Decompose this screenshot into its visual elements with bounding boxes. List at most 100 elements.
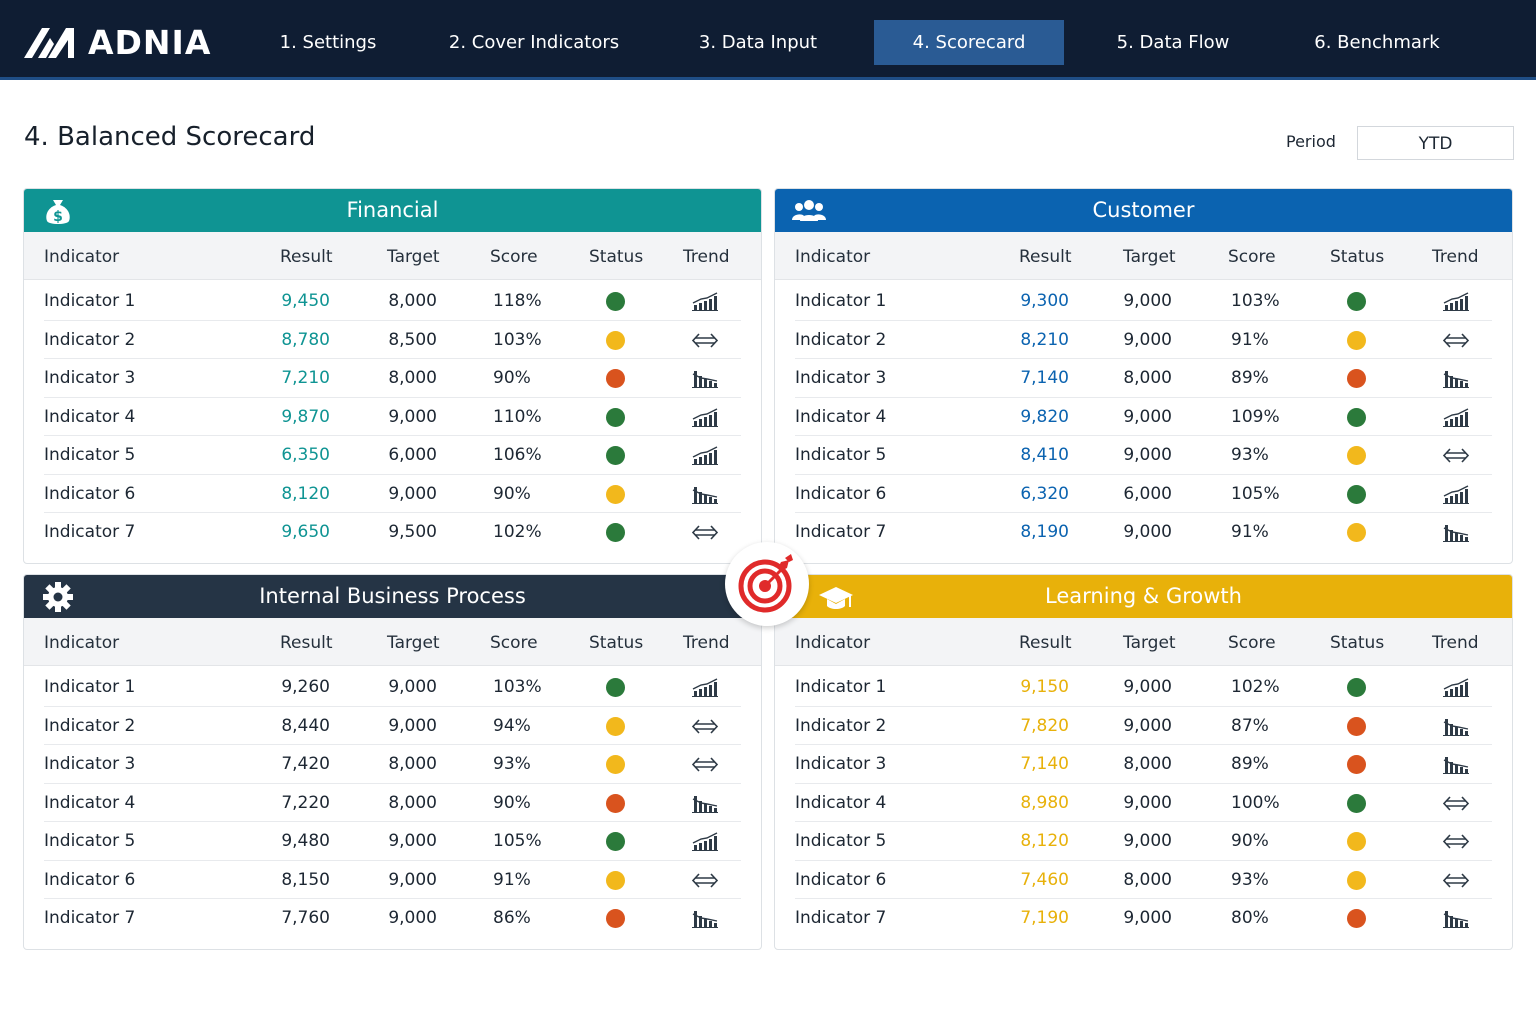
indicator-name: Indicator 1 bbox=[795, 677, 887, 697]
table-row[interactable]: Indicator 2 8,210 9,000 91% bbox=[775, 321, 1512, 359]
period-select[interactable]: YTD bbox=[1357, 126, 1514, 160]
row-divider bbox=[44, 358, 741, 359]
table-row[interactable]: Indicator 7 8,190 9,000 91% bbox=[775, 513, 1512, 552]
nav-tab-data-flow[interactable]: 5. Data Flow bbox=[1116, 32, 1230, 53]
nav-tab-scorecard[interactable]: 4. Scorecard bbox=[874, 20, 1064, 65]
column-header-trend[interactable]: Trend bbox=[683, 633, 730, 653]
table-row[interactable]: Indicator 3 7,210 8,000 90% bbox=[24, 359, 761, 398]
brand-logo[interactable]: ADNIA bbox=[24, 22, 211, 62]
indicator-name: Indicator 6 bbox=[44, 869, 136, 890]
table-row[interactable]: Indicator 3 7,420 8,000 93% bbox=[24, 745, 761, 784]
score-value: 80% bbox=[1231, 908, 1269, 928]
table-row[interactable]: Indicator 5 9,480 9,000 105% bbox=[24, 822, 761, 861]
table-row[interactable]: Indicator 1 9,300 9,000 103% bbox=[775, 282, 1512, 321]
trend-up-icon bbox=[691, 290, 719, 312]
column-header-result[interactable]: Result bbox=[280, 633, 333, 653]
score-value: 90% bbox=[493, 368, 531, 388]
result-value: 7,190 bbox=[1020, 908, 1069, 928]
result-value: 9,300 bbox=[1020, 291, 1069, 311]
trend-up-icon bbox=[1442, 676, 1470, 698]
table-row[interactable]: Indicator 1 9,260 9,000 103% bbox=[24, 668, 761, 707]
users-icon bbox=[792, 194, 826, 228]
column-header-target[interactable]: Target bbox=[387, 247, 440, 267]
table-row[interactable]: Indicator 3 7,140 8,000 89% bbox=[775, 745, 1512, 784]
table-row[interactable]: Indicator 2 8,440 9,000 94% bbox=[24, 707, 761, 745]
table-row[interactable]: Indicator 7 9,650 9,500 102% bbox=[24, 513, 761, 552]
indicator-name: Indicator 4 bbox=[44, 792, 136, 813]
column-header-trend[interactable]: Trend bbox=[1432, 247, 1479, 267]
column-header-status[interactable]: Status bbox=[589, 247, 644, 267]
status-yellow-indicator bbox=[1347, 870, 1366, 890]
column-header-indicator[interactable]: Indicator bbox=[795, 633, 871, 653]
table-row[interactable]: Indicator 2 7,820 9,000 87% bbox=[775, 707, 1512, 745]
table-row[interactable]: Indicator 2 8,780 8,500 103% bbox=[24, 321, 761, 359]
column-header-target[interactable]: Target bbox=[387, 633, 440, 653]
row-divider bbox=[44, 859, 741, 861]
table-row[interactable]: Indicator 7 7,190 9,000 80% bbox=[775, 899, 1512, 938]
score-value: 93% bbox=[1231, 869, 1269, 890]
trend-flat-icon bbox=[691, 753, 719, 775]
row-divider bbox=[795, 396, 1492, 398]
nav-tab-data-input[interactable]: 3. Data Input bbox=[698, 32, 818, 53]
table-row[interactable]: Indicator 5 8,120 9,000 90% bbox=[775, 822, 1512, 861]
row-divider bbox=[44, 319, 741, 321]
table-row[interactable]: Indicator 3 7,140 8,000 89% bbox=[775, 359, 1512, 398]
score-value: 89% bbox=[1231, 368, 1269, 388]
row-divider bbox=[795, 705, 1492, 707]
table-row[interactable]: Indicator 7 7,760 9,000 86% bbox=[24, 899, 761, 938]
column-header-score[interactable]: Score bbox=[1228, 247, 1276, 267]
column-header-target[interactable]: Target bbox=[1123, 247, 1176, 267]
target-value: 9,000 bbox=[1123, 677, 1172, 697]
result-value: 7,420 bbox=[281, 754, 330, 774]
trend-down-icon bbox=[691, 907, 719, 929]
table-row[interactable]: Indicator 4 7,220 8,000 90% bbox=[24, 784, 761, 822]
column-header-row: Indicator Result Target Score Status Trend bbox=[775, 232, 1512, 280]
score-value: 87% bbox=[1231, 715, 1269, 736]
column-header-status[interactable]: Status bbox=[1330, 247, 1385, 267]
column-header-indicator[interactable]: Indicator bbox=[44, 633, 120, 653]
table-row[interactable]: Indicator 5 8,410 9,000 93% bbox=[775, 436, 1512, 475]
table-row[interactable]: Indicator 1 9,450 8,000 118% bbox=[24, 282, 761, 321]
row-divider bbox=[795, 821, 1492, 822]
nav-tab-benchmark[interactable]: 6. Benchmark bbox=[1314, 32, 1440, 53]
column-header-indicator[interactable]: Indicator bbox=[44, 247, 120, 267]
row-divider bbox=[44, 744, 741, 745]
table-row[interactable]: Indicator 6 6,320 6,000 105% bbox=[775, 475, 1512, 513]
column-header-result[interactable]: Result bbox=[280, 247, 333, 267]
score-value: 90% bbox=[493, 483, 531, 504]
column-header-status[interactable]: Status bbox=[589, 633, 644, 653]
table-row[interactable]: Indicator 6 8,150 9,000 91% bbox=[24, 861, 761, 899]
result-value: 8,120 bbox=[281, 483, 330, 504]
table-row[interactable]: Indicator 1 9,150 9,000 102% bbox=[775, 668, 1512, 707]
column-header-trend[interactable]: Trend bbox=[1432, 633, 1479, 653]
panel-title: Financial bbox=[346, 198, 439, 222]
table-row[interactable]: Indicator 6 8,120 9,000 90% bbox=[24, 475, 761, 513]
score-value: 109% bbox=[1231, 406, 1280, 427]
trend-flat-icon bbox=[1442, 444, 1470, 466]
table-row[interactable]: Indicator 4 9,870 9,000 110% bbox=[24, 398, 761, 436]
column-header-result[interactable]: Result bbox=[1019, 247, 1072, 267]
table-row[interactable]: Indicator 4 9,820 9,000 109% bbox=[775, 398, 1512, 436]
target-value: 8,000 bbox=[388, 754, 437, 774]
row-divider bbox=[44, 782, 741, 784]
result-value: 8,980 bbox=[1020, 792, 1069, 813]
column-header-score[interactable]: Score bbox=[1228, 633, 1276, 653]
score-value: 100% bbox=[1231, 792, 1280, 813]
table-row[interactable]: Indicator 4 8,980 9,000 100% bbox=[775, 784, 1512, 822]
table-row[interactable]: Indicator 6 7,460 8,000 93% bbox=[775, 861, 1512, 899]
target-value: 9,000 bbox=[388, 831, 437, 851]
nav-tab-cover-indicators[interactable]: 2. Cover Indicators bbox=[448, 32, 620, 53]
score-value: 93% bbox=[493, 754, 531, 774]
row-divider bbox=[44, 473, 741, 475]
column-header-score[interactable]: Score bbox=[490, 247, 538, 267]
nav-tab-settings[interactable]: 1. Settings bbox=[279, 32, 377, 53]
column-header-status[interactable]: Status bbox=[1330, 633, 1385, 653]
column-header-indicator[interactable]: Indicator bbox=[795, 247, 871, 267]
column-header-score[interactable]: Score bbox=[490, 633, 538, 653]
column-header-row: Indicator Result Target Score Status Trend bbox=[24, 618, 761, 666]
score-value: 94% bbox=[493, 715, 531, 736]
column-header-target[interactable]: Target bbox=[1123, 633, 1176, 653]
column-header-trend[interactable]: Trend bbox=[683, 247, 730, 267]
column-header-result[interactable]: Result bbox=[1019, 633, 1072, 653]
table-row[interactable]: Indicator 5 6,350 6,000 106% bbox=[24, 436, 761, 475]
